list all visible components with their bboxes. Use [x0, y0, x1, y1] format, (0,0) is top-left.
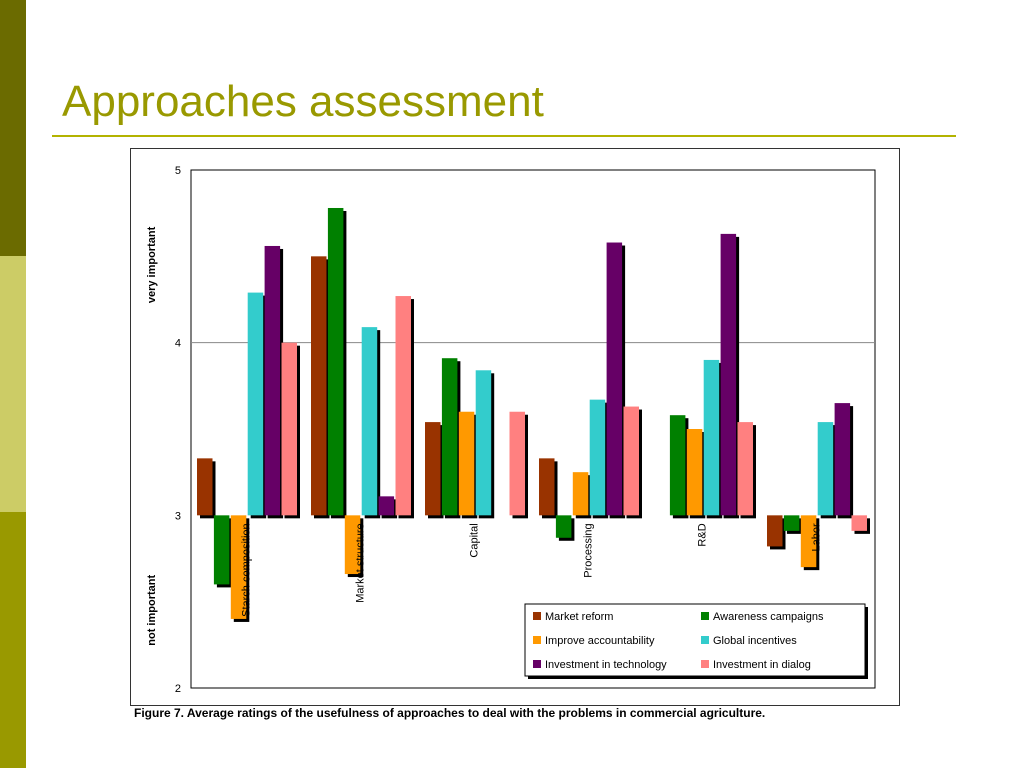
category-label: Starch composition	[241, 523, 253, 617]
legend-box	[524, 603, 866, 677]
y-axis-label-top: very important	[146, 226, 158, 303]
bar	[572, 472, 589, 516]
legend-swatch	[701, 636, 709, 644]
legend-label: Global incentives	[713, 635, 797, 647]
bar	[327, 207, 344, 516]
bar	[213, 515, 230, 585]
bar	[703, 359, 720, 516]
y-tick-label: 3	[175, 510, 181, 522]
y-axis-label-bottom: not important	[146, 575, 158, 646]
bar	[737, 422, 753, 516]
bar	[623, 406, 639, 516]
legend-label: Investment in technology	[545, 659, 667, 671]
bar	[344, 515, 361, 575]
category-label: Labor	[811, 523, 823, 551]
bar	[361, 327, 378, 516]
bar	[264, 245, 281, 516]
bar	[851, 515, 867, 531]
bar	[834, 403, 851, 516]
bar	[669, 415, 686, 516]
bar	[425, 422, 441, 516]
legend-swatch	[533, 612, 541, 620]
category-label: Processing	[583, 523, 595, 577]
figure-caption: Figure 7. Average ratings of the usefuln…	[134, 706, 766, 720]
bar	[458, 411, 475, 516]
legend-label: Awareness campaigns	[713, 611, 824, 623]
legend-label: Improve accountability	[545, 635, 655, 647]
legend-swatch	[701, 612, 709, 620]
bar	[539, 458, 555, 516]
bar	[230, 515, 247, 619]
plot-area-frame	[190, 169, 876, 689]
legend-swatch	[533, 660, 541, 668]
bar-chart: 2 3 4 5 very important not important Starch co…	[146, 165, 876, 695]
y-tick-label: 2	[175, 683, 181, 695]
category-label: Capital	[469, 523, 481, 557]
bar	[395, 296, 411, 516]
bar	[555, 515, 572, 538]
bar	[720, 233, 737, 516]
bar	[311, 256, 327, 516]
bar	[783, 515, 800, 531]
legend-label: Market reform	[545, 611, 613, 623]
y-tick-label: 4	[175, 338, 181, 350]
bar	[686, 429, 703, 516]
legend-swatch	[533, 636, 541, 644]
chart-figure: 2 3 4 5 very important not important Starch co…	[130, 148, 900, 706]
legend-swatch	[701, 660, 709, 668]
category-label: Market structure	[355, 523, 367, 602]
bar	[509, 411, 525, 516]
bar	[441, 358, 458, 516]
bar	[281, 342, 297, 516]
bar	[606, 242, 623, 516]
bar	[378, 496, 395, 516]
bar	[800, 515, 817, 568]
bar	[817, 422, 834, 516]
side-accent-mid	[0, 512, 26, 768]
side-accent-dark	[0, 0, 26, 256]
title-divider	[52, 135, 956, 137]
bar	[475, 370, 492, 516]
bar	[247, 292, 264, 516]
bar	[767, 515, 783, 547]
side-accent-light	[0, 256, 26, 512]
slide-title: Approaches assessment	[62, 77, 544, 126]
category-label: R&D	[697, 523, 709, 546]
y-tick-label: 5	[175, 165, 181, 177]
legend-label: Investment in dialog	[713, 659, 811, 671]
bar	[589, 399, 606, 516]
bar	[197, 458, 213, 516]
